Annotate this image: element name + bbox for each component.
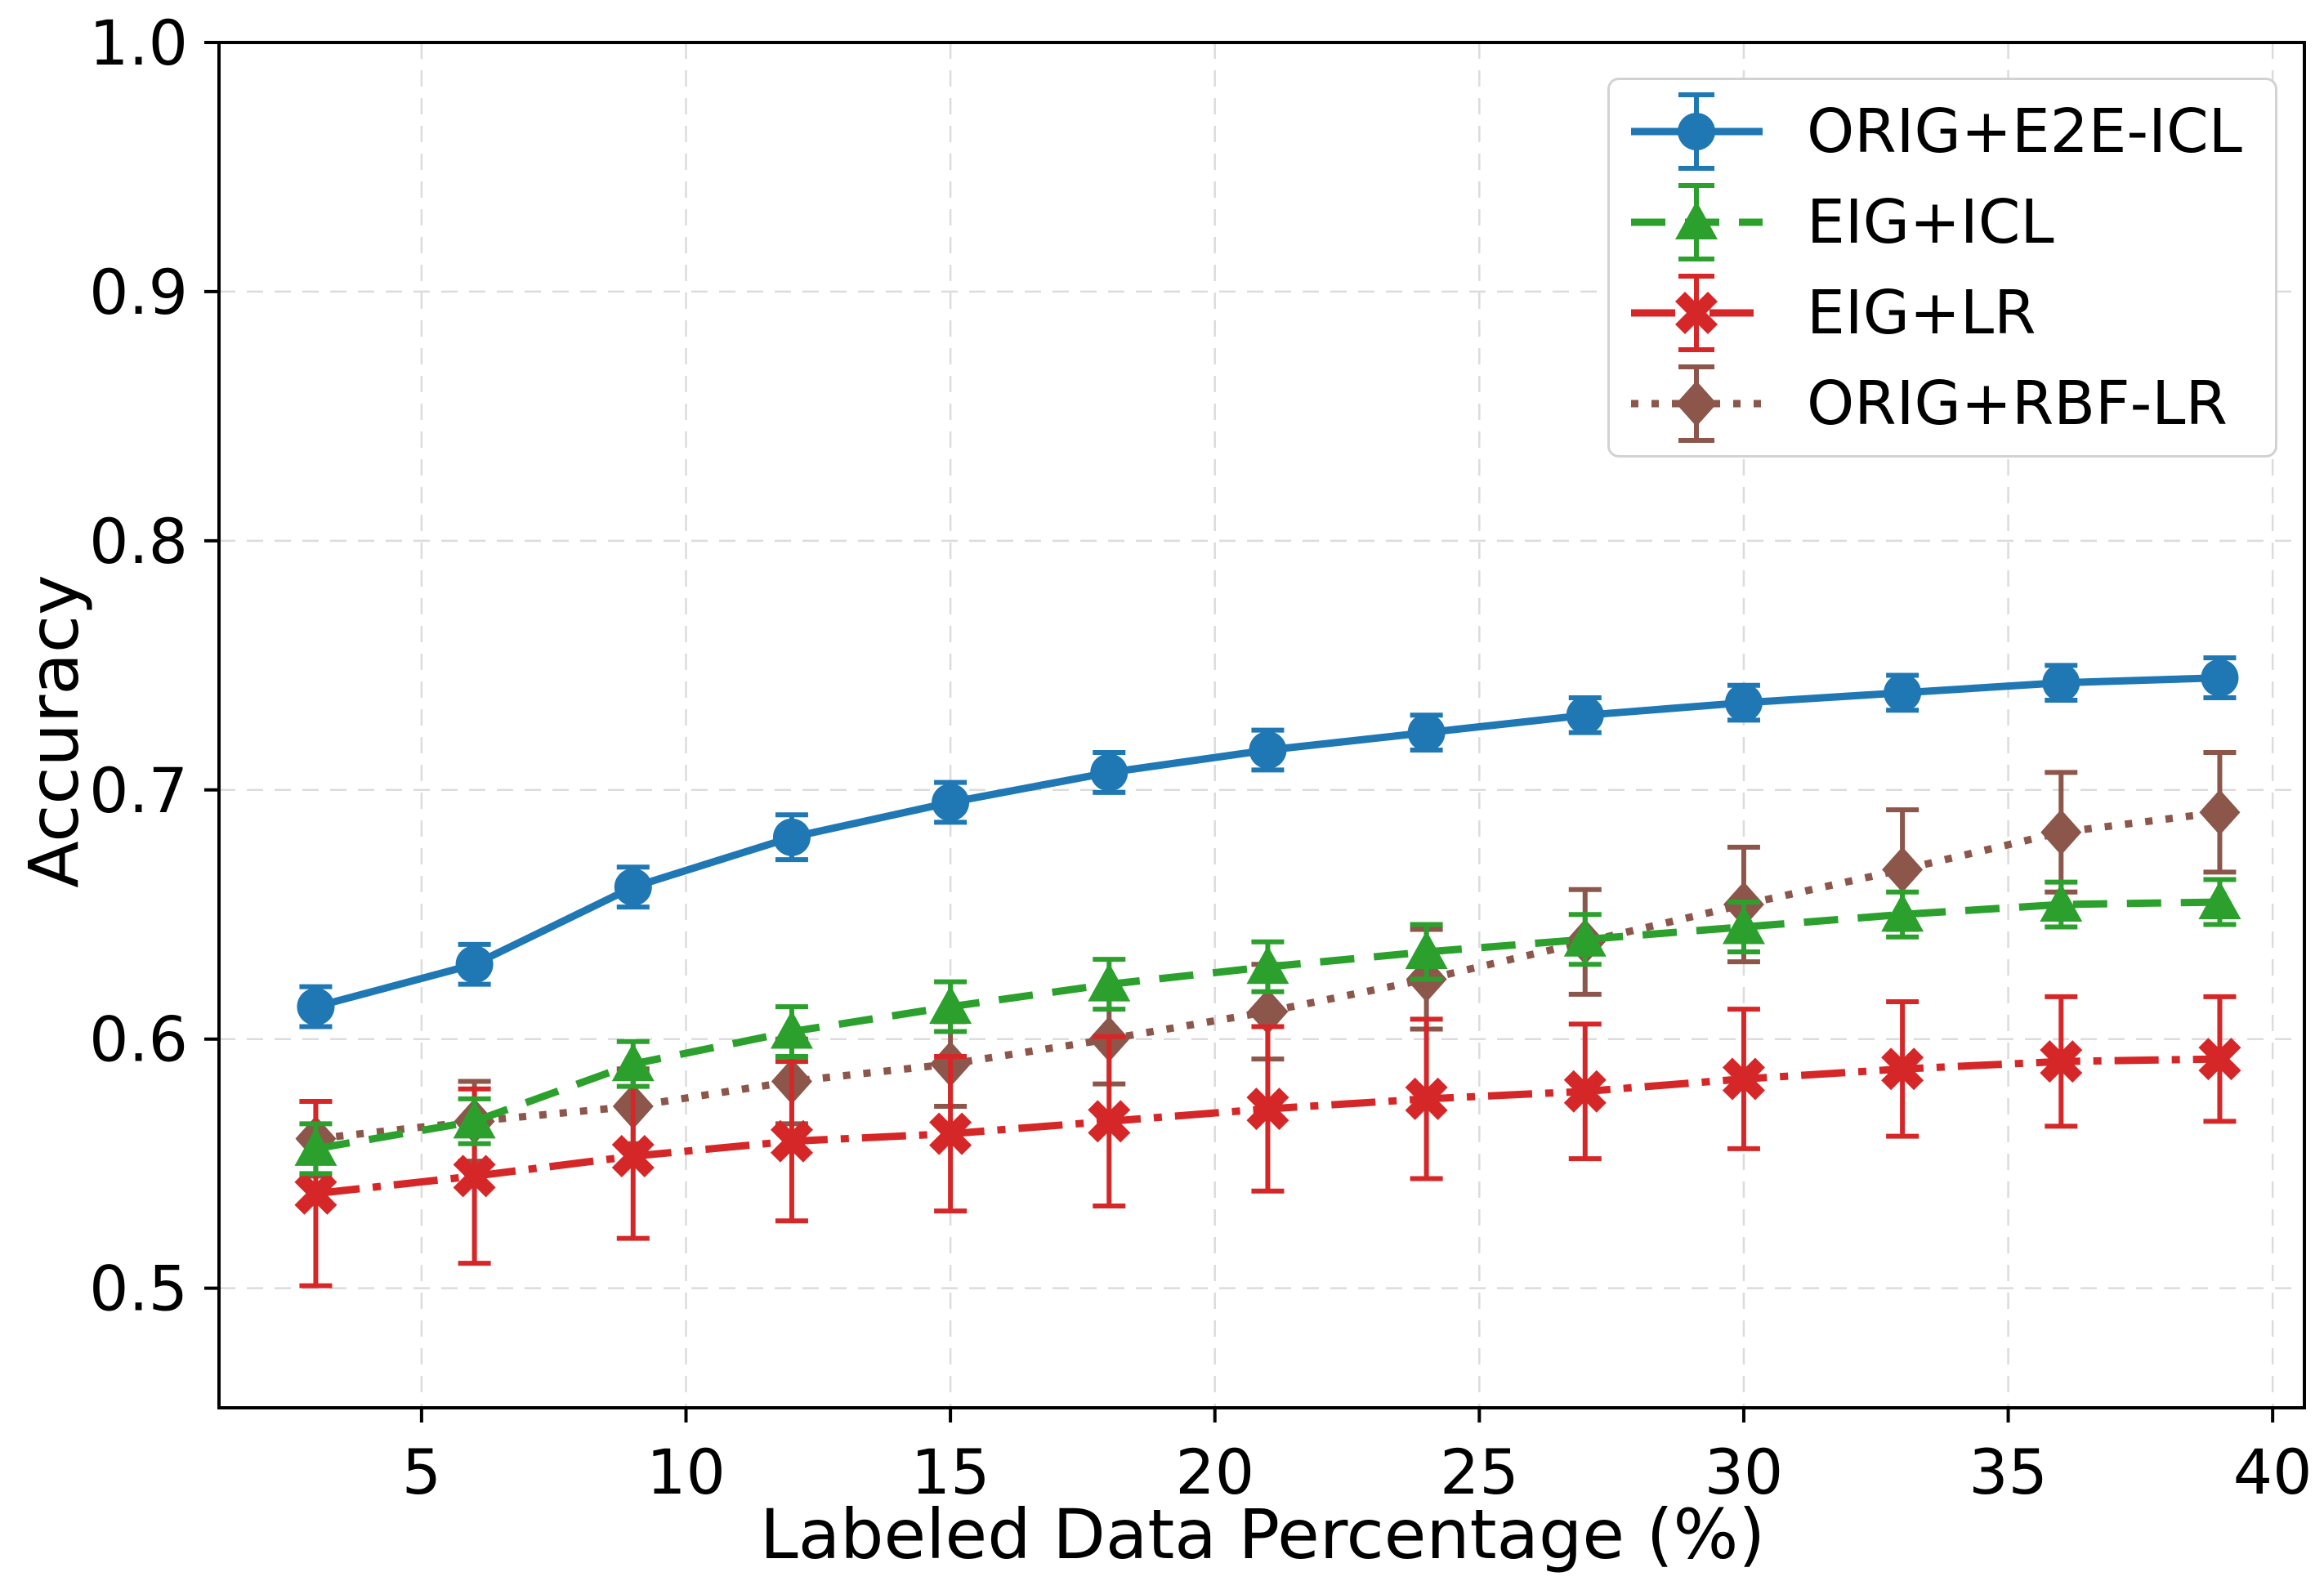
x-marker-icon: [770, 1119, 813, 1163]
triangle-marker-icon: [611, 1043, 655, 1082]
legend-item: EIG+ICL: [1629, 177, 2275, 268]
triangle-marker-icon: [1563, 918, 1607, 957]
circle-marker-icon: [772, 818, 811, 856]
legend-item: ORIG+RBF-LR: [1629, 359, 2275, 449]
x-marker-icon: [1405, 1077, 1448, 1120]
circle-marker-icon: [1884, 673, 1922, 712]
triangle-marker-icon: [453, 1100, 496, 1139]
y-tick-label: 0.8: [89, 505, 188, 578]
triangle-marker-icon: [1675, 201, 1718, 239]
x-tick-label: 5: [402, 1436, 441, 1508]
circle-marker-icon: [1724, 684, 1763, 722]
circle-marker-icon: [1249, 730, 1287, 769]
y-axis-label: Accuracy: [14, 574, 94, 888]
x-tick-label: 30: [1705, 1436, 1784, 1508]
x-tick-label: 10: [646, 1436, 726, 1508]
x-marker-icon: [1881, 1047, 1924, 1091]
diamond-marker-icon: [2199, 789, 2241, 836]
plot-border: [217, 41, 2306, 1409]
series-orig-e2e-icl: [297, 655, 2239, 1029]
x-tick-label: 35: [1969, 1436, 2048, 1508]
y-tick-label: 0.7: [89, 754, 188, 827]
x-marker-icon: [1088, 1100, 1131, 1143]
circle-marker-icon: [1631, 92, 1763, 171]
triangle-marker-icon: [1405, 930, 1448, 969]
series-eig-icl: [294, 877, 2241, 1177]
x-marker-icon: [1722, 1057, 1765, 1101]
x-tick-label: 40: [2233, 1436, 2313, 1508]
triangle-marker-icon: [770, 1010, 813, 1049]
diamond-marker-icon: [1631, 364, 1763, 443]
x-marker-icon: [611, 1135, 655, 1178]
x-marker-icon: [2040, 1040, 2083, 1083]
x-tick-label: 15: [911, 1436, 990, 1508]
diamond-marker-icon: [1882, 846, 1924, 893]
legend-label: ORIG+E2E-ICL: [1807, 96, 2242, 167]
triangle-marker-icon: [1088, 962, 1131, 1002]
legend-label: EIG+LR: [1807, 278, 2036, 348]
x-marker-icon: [1674, 291, 1718, 335]
triangle-marker-icon: [2198, 880, 2241, 919]
diamond-marker-icon: [1676, 381, 1717, 427]
y-tick-label: 0.5: [89, 1253, 188, 1325]
x-marker-icon: [1246, 1088, 1289, 1131]
x-marker-icon: [1563, 1070, 1607, 1113]
circle-marker-icon: [297, 988, 335, 1026]
x-marker-icon: [2198, 1038, 2241, 1081]
diamond-marker-icon: [1247, 989, 1289, 1035]
x-marker-icon: [453, 1155, 496, 1198]
circle-marker-icon: [1407, 713, 1446, 752]
x-marker-icon: [1631, 274, 1763, 352]
legend-item: ORIG+E2E-ICL: [1629, 87, 2275, 177]
legend-label: EIG+ICL: [1807, 187, 2054, 257]
circle-marker-icon: [2042, 663, 2080, 702]
x-marker-icon: [929, 1112, 972, 1155]
circle-marker-icon: [1090, 753, 1128, 792]
x-axis-label: Labeled Data Percentage (%): [759, 1494, 1766, 1574]
circle-marker-icon: [614, 868, 652, 906]
x-marker-icon: [294, 1172, 337, 1215]
diamond-marker-icon: [2040, 809, 2082, 855]
axis-ticks: 5 10 15 20 25 30 35 40 0.5 0.6 0.7 0.8 0.9 1.0: [89, 7, 2312, 1508]
triangle-marker-icon: [1881, 893, 1924, 932]
legend: ORIG+E2E-ICL EIG+ICL EIG+LR ORIG+RBF-LR: [1607, 78, 2277, 458]
circle-marker-icon: [932, 784, 970, 822]
triangle-marker-icon: [1631, 183, 1763, 261]
triangle-marker-icon: [2040, 883, 2083, 922]
y-tick-label: 0.6: [89, 1003, 188, 1076]
x-tick-label: 25: [1440, 1436, 1519, 1508]
circle-marker-icon: [2201, 659, 2239, 697]
triangle-marker-icon: [1722, 905, 1765, 945]
triangle-marker-icon: [929, 985, 972, 1025]
y-tick-label: 1.0: [89, 7, 188, 79]
x-tick-label: 20: [1175, 1436, 1254, 1508]
circle-marker-icon: [1678, 113, 1715, 150]
triangle-marker-icon: [1246, 945, 1289, 985]
circle-marker-icon: [1566, 696, 1604, 735]
triangle-marker-icon: [294, 1127, 337, 1166]
y-tick-label: 0.9: [89, 256, 188, 328]
legend-label: ORIG+RBF-LR: [1807, 368, 2228, 439]
legend-item: EIG+LR: [1629, 268, 2275, 359]
circle-marker-icon: [455, 945, 494, 984]
